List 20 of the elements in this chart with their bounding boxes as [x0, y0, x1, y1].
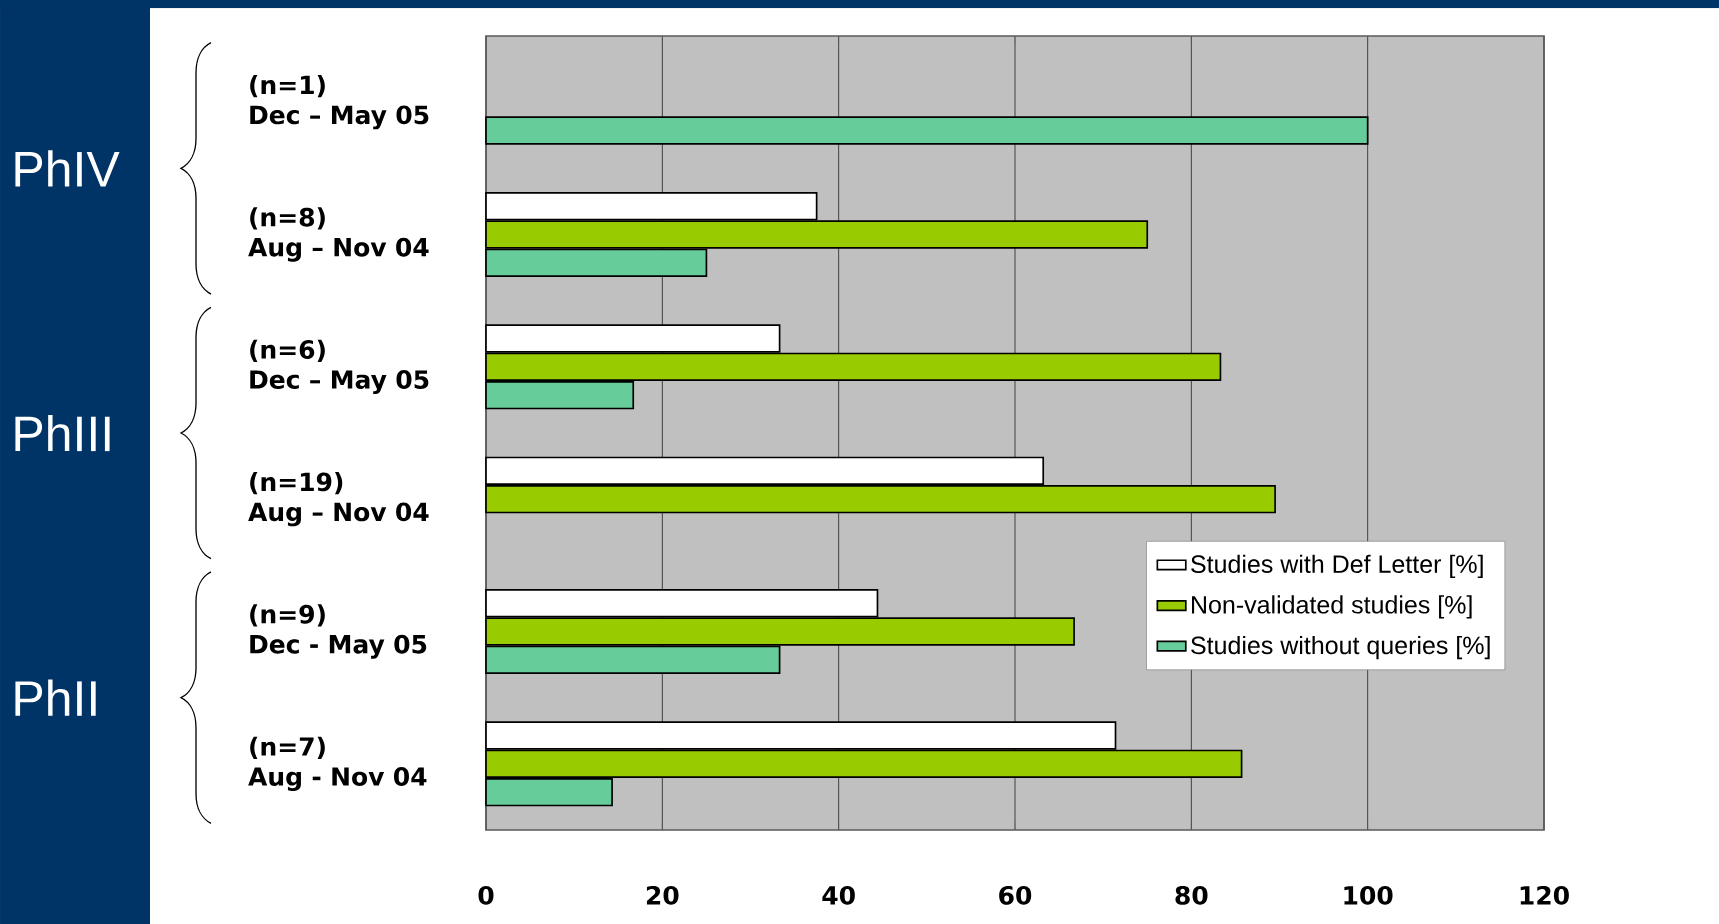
y-tick-label: (n=19) Aug – Nov 04: [248, 472, 429, 527]
x-tick-label: 60: [999, 885, 1032, 905]
text: PhIV: [15, 150, 120, 187]
x-tick-label: 0: [478, 885, 494, 905]
y-tick-label: (n=7) Aug - Nov 04: [248, 736, 427, 791]
text: PhIII: [15, 414, 110, 452]
x-tick-label: 20: [646, 885, 679, 905]
x-tick-label: 40: [822, 885, 855, 905]
legend-label: Studies without queries [%]: [1191, 635, 1490, 660]
bar: [485, 116, 1369, 145]
y-tick-label: (n=1) Dec – May 05: [250, 75, 429, 130]
text: PhII: [15, 679, 96, 716]
y-tick-label: (n=6) Dec – May 05: [250, 339, 429, 395]
y-tick-label: (n=8) Aug – Nov 04: [248, 207, 429, 262]
x-tick-label: 100: [1344, 885, 1393, 905]
x-tick-label: 120: [1520, 885, 1569, 905]
x-tick-label: 80: [1175, 885, 1208, 905]
legend-label: Non-validated studies [%]: [1192, 595, 1472, 619]
legend-label: Studies with Def Letter [%]: [1191, 554, 1483, 578]
y-tick-label: (n=9) Dec - May 05: [250, 604, 427, 659]
